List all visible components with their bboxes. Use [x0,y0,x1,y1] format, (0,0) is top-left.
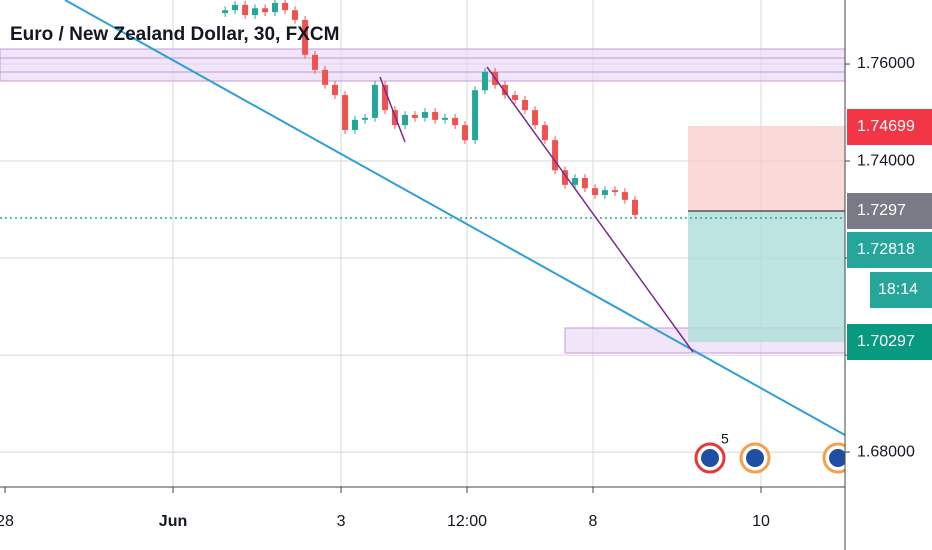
candle-body [561,170,568,185]
price-label: 1.72818 [857,241,915,258]
price-label: 1.70297 [857,333,915,350]
time-axis [0,487,845,550]
y-tick-label: 1.76000 [857,55,915,72]
candle-body [382,84,389,111]
candle-body [432,112,439,120]
candle-body [512,95,519,100]
axes: 1.680001.700001.720001.740001.7600028Jun… [0,55,932,530]
candle-body [371,84,378,118]
x-tick-label: Jun [159,513,187,530]
trend-line [379,76,406,143]
candle-body [601,190,608,195]
candle-body [252,8,259,16]
y-tick-label: 1.74000 [857,152,915,169]
candle-body [521,99,528,111]
countdown: 18:14 [878,281,918,298]
candle-body [222,10,229,14]
candle-body [282,2,289,11]
x-tick-label: 12:00 [447,513,487,530]
price-label-bg [847,193,932,229]
candle-body [581,178,588,189]
candle-body [311,54,318,70]
candle-body [232,4,239,11]
candle-body [342,95,349,130]
price-label-bg [847,232,932,268]
candle-body [572,178,579,185]
candle-body [422,112,429,118]
candles [222,0,639,219]
event-flag [829,449,847,467]
candle-body [472,90,479,141]
candle-body [621,192,628,200]
countdown-bg [870,272,932,308]
candle-body [532,110,539,126]
candle-body [351,119,358,130]
candle-body [541,125,548,141]
candle-body [291,10,298,20]
price-label-bg [847,109,932,145]
chart-title: Euro / New Zealand Dollar, 30, FXCM [10,24,339,45]
event-count: 5 [721,431,729,447]
price-label: 1.7297 [857,202,906,219]
target-zone [688,211,845,342]
candle-body [462,125,469,141]
trend-line [64,0,846,436]
candle-body [592,188,599,195]
x-tick-label: 28 [0,513,14,530]
candle-body [552,140,559,171]
candle-body [481,71,488,91]
candle-body [331,84,338,96]
stop-zone [688,126,845,211]
resistance-zone [0,48,846,82]
y-tick-label: 1.68000 [857,443,915,460]
candle-body [501,84,508,96]
candle-body [302,19,309,55]
x-tick-label: 8 [589,513,598,530]
candle-body [442,117,449,120]
trend-line [486,66,694,353]
candle-body [612,190,619,193]
candle-body [322,69,329,85]
candle-body [632,199,639,215]
x-tick-label: 10 [752,513,770,530]
event-flag [701,449,719,467]
price-label: 1.74699 [857,118,915,135]
candle-body [262,8,269,13]
price-label-bg [847,324,932,360]
candle-body [402,114,409,126]
candle-body [242,4,249,16]
candle-body [452,117,459,126]
candle-body [362,117,369,120]
candle-body [272,2,279,13]
x-tick-label: 3 [337,513,346,530]
candle-body [411,114,418,118]
event-flag [746,449,764,467]
